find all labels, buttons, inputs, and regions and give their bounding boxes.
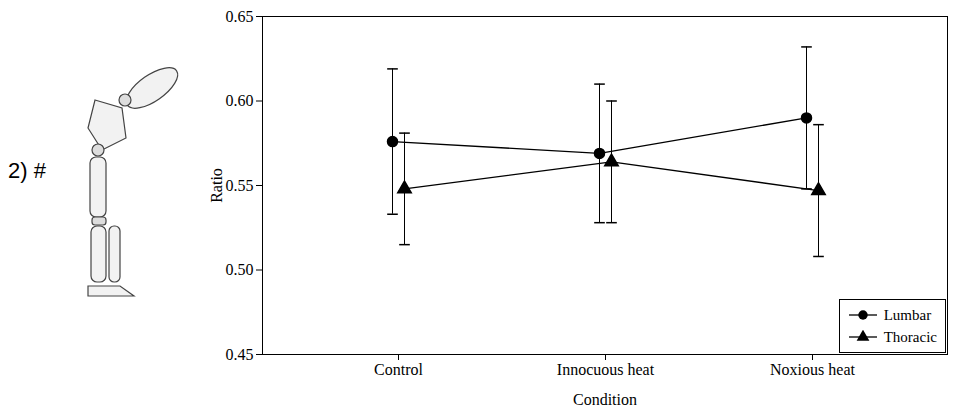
svg-text:Noxious heat: Noxious heat [770, 361, 855, 378]
svg-text:2) #: 2) # [8, 158, 47, 183]
svg-text:Condition: Condition [573, 391, 637, 408]
svg-text:Control: Control [374, 361, 423, 378]
svg-text:0.50: 0.50 [226, 261, 254, 278]
svg-text:Ratio: Ratio [208, 168, 225, 203]
svg-text:0.60: 0.60 [226, 92, 254, 109]
html-text:Lumbar: Lumbar [883, 307, 932, 323]
svg-text:0.65: 0.65 [226, 8, 254, 25]
svg-text:Innocuous heat: Innocuous heat [557, 361, 655, 378]
html-text:Thoracic: Thoracic [883, 329, 937, 345]
svg-text:0.55: 0.55 [226, 177, 254, 194]
svg-text:0.45: 0.45 [226, 346, 254, 363]
